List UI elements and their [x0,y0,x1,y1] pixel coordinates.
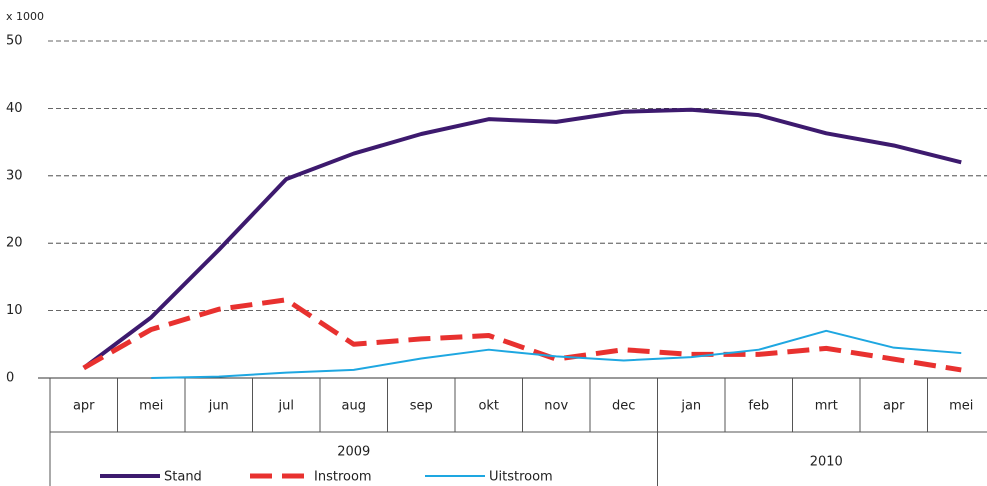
x-tick-label: dec [612,399,635,414]
y-tick-label: 30 [6,168,23,183]
x-tick-label: sep [410,399,433,414]
x-tick-label: nov [544,399,568,414]
series-line [151,329,962,379]
legend-label: Stand [164,470,202,485]
y-tick-label: 0 [6,371,14,386]
x-group-label: 2010 [810,455,843,470]
legend-label: Instroom [314,470,372,485]
x-tick-label: mei [139,399,163,414]
x-tick-label: jun [208,399,229,414]
x-tick-label: feb [748,399,769,414]
x-tick-label: mrt [815,399,838,414]
x-tick-label: jan [680,399,701,414]
y-tick-label: 40 [6,101,23,116]
x-tick-label: mei [949,399,973,414]
series-line [82,297,962,373]
x-tick-label: aug [342,399,366,414]
x-tick-label: apr [883,399,905,414]
x-tick-label: jul [278,399,294,414]
x-tick-label: okt [478,399,499,414]
y-tick-label: 20 [6,236,23,251]
series-line [82,107,962,370]
x-tick-label: apr [73,399,95,414]
legend-label: Uitstroom [489,470,553,485]
y-tick-label: 10 [6,303,23,318]
y-unit-label: x 1000 [6,10,44,23]
x-group-label: 2009 [337,445,370,460]
y-tick-label: 50 [6,34,23,49]
